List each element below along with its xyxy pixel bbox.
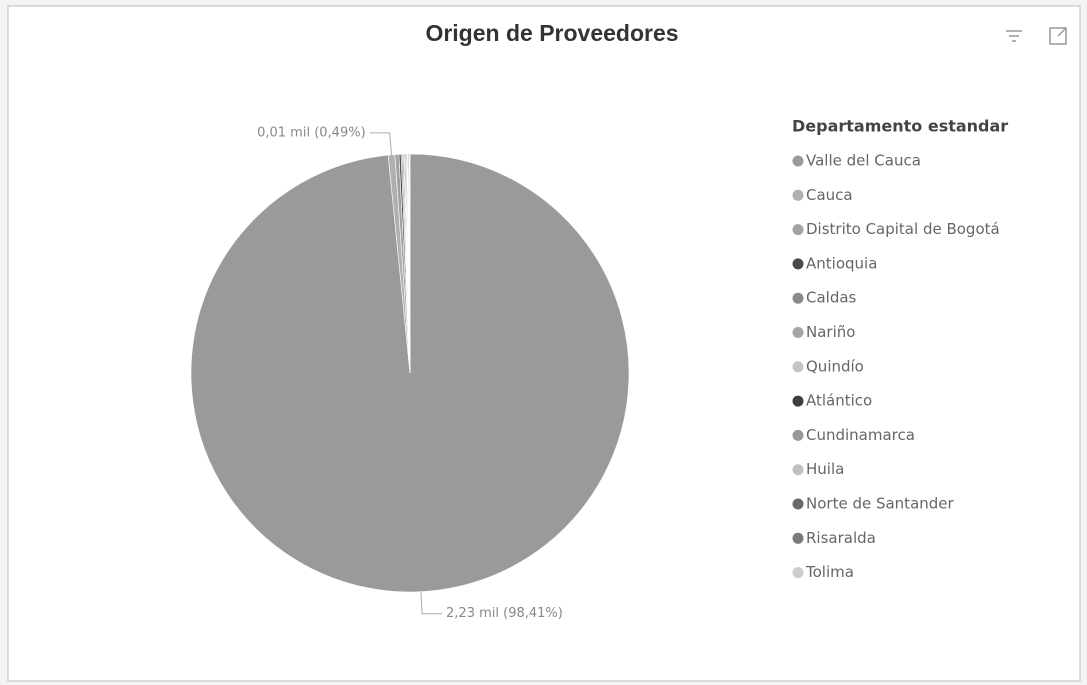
legend-item: Tolima: [805, 563, 854, 581]
data-label: 2,23 mil (98,41%): [446, 606, 563, 621]
legend-item: Caldas: [806, 289, 857, 307]
legend-marker: [792, 429, 804, 441]
legend-marker: [792, 532, 804, 544]
legend-item: Valle del Cauca: [806, 152, 921, 170]
legend-item: Risaralda: [806, 529, 876, 547]
pie-slice: [409, 153, 411, 374]
legend-item: Norte de Santander: [806, 495, 955, 513]
legend-marker: [792, 498, 804, 510]
legend-item: Antioquia: [806, 254, 877, 272]
leader-line: [369, 132, 393, 155]
legend-marker: [792, 224, 804, 236]
focus-mode-icon[interactable]: [1049, 27, 1067, 45]
legend-marker: [792, 258, 804, 270]
legend-item: Cundinamarca: [806, 426, 915, 444]
legend-item: Nariño: [806, 323, 855, 341]
legend-item: Quindío: [806, 357, 864, 375]
legend-marker: [792, 361, 804, 373]
legend-marker: [792, 464, 804, 476]
chart-title: Origen de Proveedores: [425, 20, 678, 46]
legend-marker: [792, 327, 804, 338]
data-label: 0,01 mil (0,49%): [257, 125, 366, 140]
legend-item: Cauca: [806, 186, 853, 204]
legend-item: Atlántico: [806, 392, 872, 410]
legend-marker: [792, 292, 804, 304]
legend-marker: [792, 189, 804, 201]
legend-marker: [792, 395, 804, 407]
filter-icon[interactable]: [1006, 30, 1022, 42]
legend-title: Departamento estandar: [792, 117, 1008, 136]
legend-marker: [792, 155, 804, 167]
pie: [190, 153, 630, 593]
legend-item: Distrito Capital de Bogotá: [806, 220, 1000, 238]
legend-marker: [792, 567, 804, 579]
leader-line: [420, 591, 443, 615]
legend-item: Huila: [806, 460, 844, 478]
